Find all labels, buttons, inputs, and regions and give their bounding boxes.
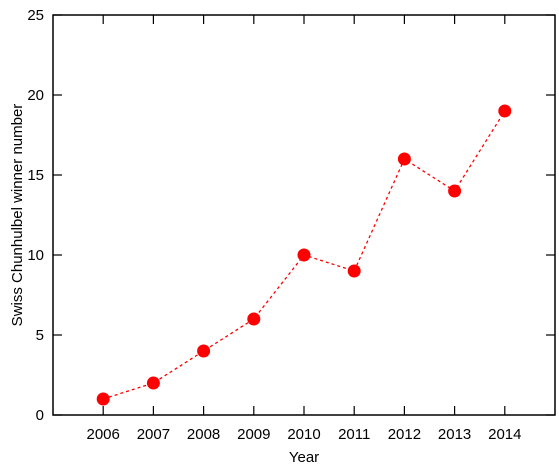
data-point	[498, 104, 512, 118]
y-tick-label: 0	[36, 407, 44, 424]
data-point	[197, 344, 211, 358]
x-tick-label: 2014	[488, 426, 521, 443]
data-point	[347, 264, 361, 278]
y-axis: 0 5 10 15 20 25	[27, 7, 555, 424]
data-point	[146, 376, 160, 390]
y-tick-label: 25	[27, 7, 44, 24]
x-tick-label: 2007	[137, 426, 170, 443]
y-tick-label: 15	[27, 167, 44, 184]
y-tick-label: 10	[27, 247, 44, 264]
plot-frame	[52, 14, 556, 416]
y-tick-label: 5	[36, 327, 44, 344]
data-point	[397, 152, 411, 166]
data-points	[96, 104, 512, 406]
x-tick-label: 2011	[338, 426, 370, 443]
data-point	[96, 392, 110, 406]
x-tick-label: 2009	[237, 426, 270, 443]
data-point	[297, 248, 311, 262]
y-tick-label: 20	[27, 87, 44, 104]
x-tick-label: 2006	[87, 426, 120, 443]
x-axis-title: Year	[289, 449, 319, 466]
x-tick-label: 2010	[287, 426, 320, 443]
y-axis-title: Swiss Chunhulbel winner number	[9, 104, 26, 327]
x-axis: 2006 2007 2008 2009 2010 2011 2012 2013 2014	[87, 15, 521, 443]
x-tick-label: 2012	[388, 426, 421, 443]
data-point	[247, 312, 261, 326]
x-tick-label: 2013	[438, 426, 471, 443]
x-tick-label: 2008	[187, 426, 220, 443]
data-point	[448, 184, 462, 198]
